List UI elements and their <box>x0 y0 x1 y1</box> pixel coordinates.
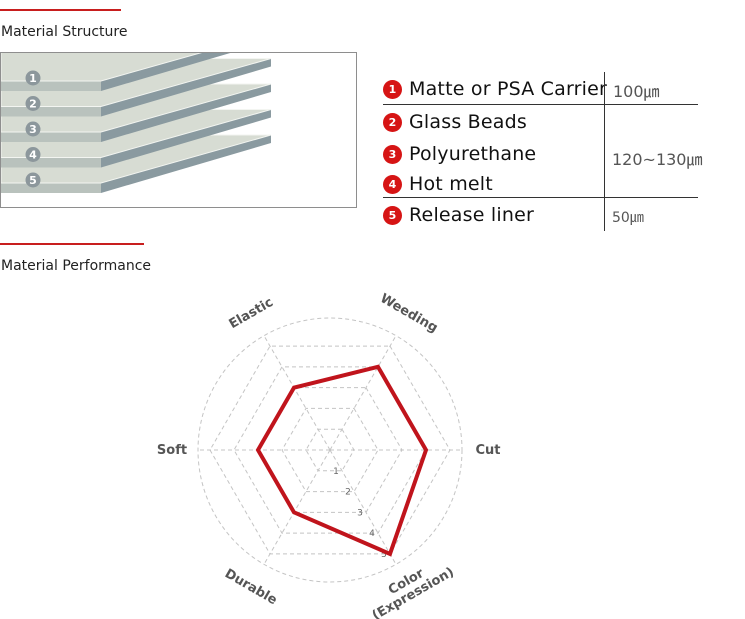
layer-side-face <box>101 135 271 193</box>
radar-axis-label: Weeding <box>377 291 440 336</box>
radar-spoke-1 <box>329 335 397 451</box>
layer-stack-diagram: 5 4 3 2 1 <box>1 53 272 193</box>
legend-item-1: 1 Matte or PSA Carrier <box>383 76 607 102</box>
performance-polygon <box>255 364 429 557</box>
layer-number-badge <box>25 96 41 111</box>
radar-scale-label: 3 <box>357 508 363 518</box>
thickness-divider-top <box>383 104 698 105</box>
number-badge: 5 <box>383 205 402 225</box>
layer-side-face <box>101 109 271 168</box>
number-badge: 2 <box>383 112 402 132</box>
radar-axis-label: Cut <box>475 443 500 458</box>
radar-axis-label: Color(Expression) <box>363 553 457 619</box>
radar-scale-label: 5 <box>381 550 387 560</box>
layer-number-badge <box>25 172 41 188</box>
layer-number-label: 3 <box>29 123 37 136</box>
radar-grid-ring-4 <box>233 366 427 534</box>
layer-number-badge <box>25 147 41 162</box>
section-divider-structure <box>0 9 121 11</box>
legend-label: Glass Beads <box>409 111 528 133</box>
radar-spoke-6 <box>263 335 331 451</box>
section-title-performance: Material Performance <box>1 258 152 274</box>
thickness-carrier: 100㎛ <box>613 82 660 101</box>
radar-axis-label: Soft <box>157 443 187 458</box>
layer-number-badge <box>25 70 41 86</box>
layer-number-label: 5 <box>29 174 37 187</box>
layer-edge <box>1 157 101 168</box>
layer-number-label: 1 <box>29 72 37 85</box>
thickness-middle-layers: 120~130㎛ <box>612 150 703 169</box>
legend-label: Matte or PSA Carrier <box>409 78 608 100</box>
layer-number-label: 4 <box>29 149 37 162</box>
radar-axis-label: Elastic <box>227 295 276 332</box>
layer-edge <box>1 106 101 117</box>
layer-side-face <box>101 58 271 117</box>
section-title-structure: Material Structure <box>1 24 128 40</box>
material-structure-illustration: 5 4 3 2 1 <box>0 52 357 208</box>
layer-number-badge <box>25 121 41 137</box>
layer-edge <box>1 183 101 193</box>
layer-edge <box>1 81 101 91</box>
layer-1: 1 <box>1 53 231 91</box>
layer-side-face <box>101 53 231 91</box>
radar-grid-ring-2 <box>281 407 379 493</box>
thickness-liner: 50㎛ <box>612 210 644 226</box>
number-badge: 1 <box>383 79 402 99</box>
layer-top-face <box>1 53 203 82</box>
legend-item-2: 2 Glass Beads <box>383 109 527 135</box>
radar-spoke-4 <box>263 449 331 565</box>
number-badge: 3 <box>383 144 402 164</box>
radar-scale-label: 2 <box>345 488 351 498</box>
layer-legend: 1 Matte or PSA Carrier 2 Glass Beads 3 P… <box>383 72 703 232</box>
section-divider-performance <box>0 243 144 245</box>
layer-edge <box>1 132 101 142</box>
radar-scale-label: 4 <box>369 529 375 539</box>
radar-outer-ring <box>197 317 463 583</box>
number-badge: 4 <box>383 174 402 194</box>
layer-side-face <box>101 84 271 142</box>
radar-axis-label: Durable <box>222 566 280 608</box>
thickness-divider-vertical <box>604 72 605 231</box>
legend-label: Hot melt <box>409 173 493 195</box>
legend-item-5: 5 Release liner <box>383 202 534 228</box>
legend-label: Polyurethane <box>409 143 537 165</box>
layer-number-label: 2 <box>29 98 37 111</box>
radar-scale-label: 1 <box>333 467 339 477</box>
thickness-divider-bottom <box>383 197 698 198</box>
legend-item-4: 4 Hot melt <box>383 171 493 197</box>
legend-item-3: 3 Polyurethane <box>383 141 536 167</box>
legend-label: Release liner <box>409 204 534 226</box>
radar-spoke-3 <box>329 449 397 565</box>
